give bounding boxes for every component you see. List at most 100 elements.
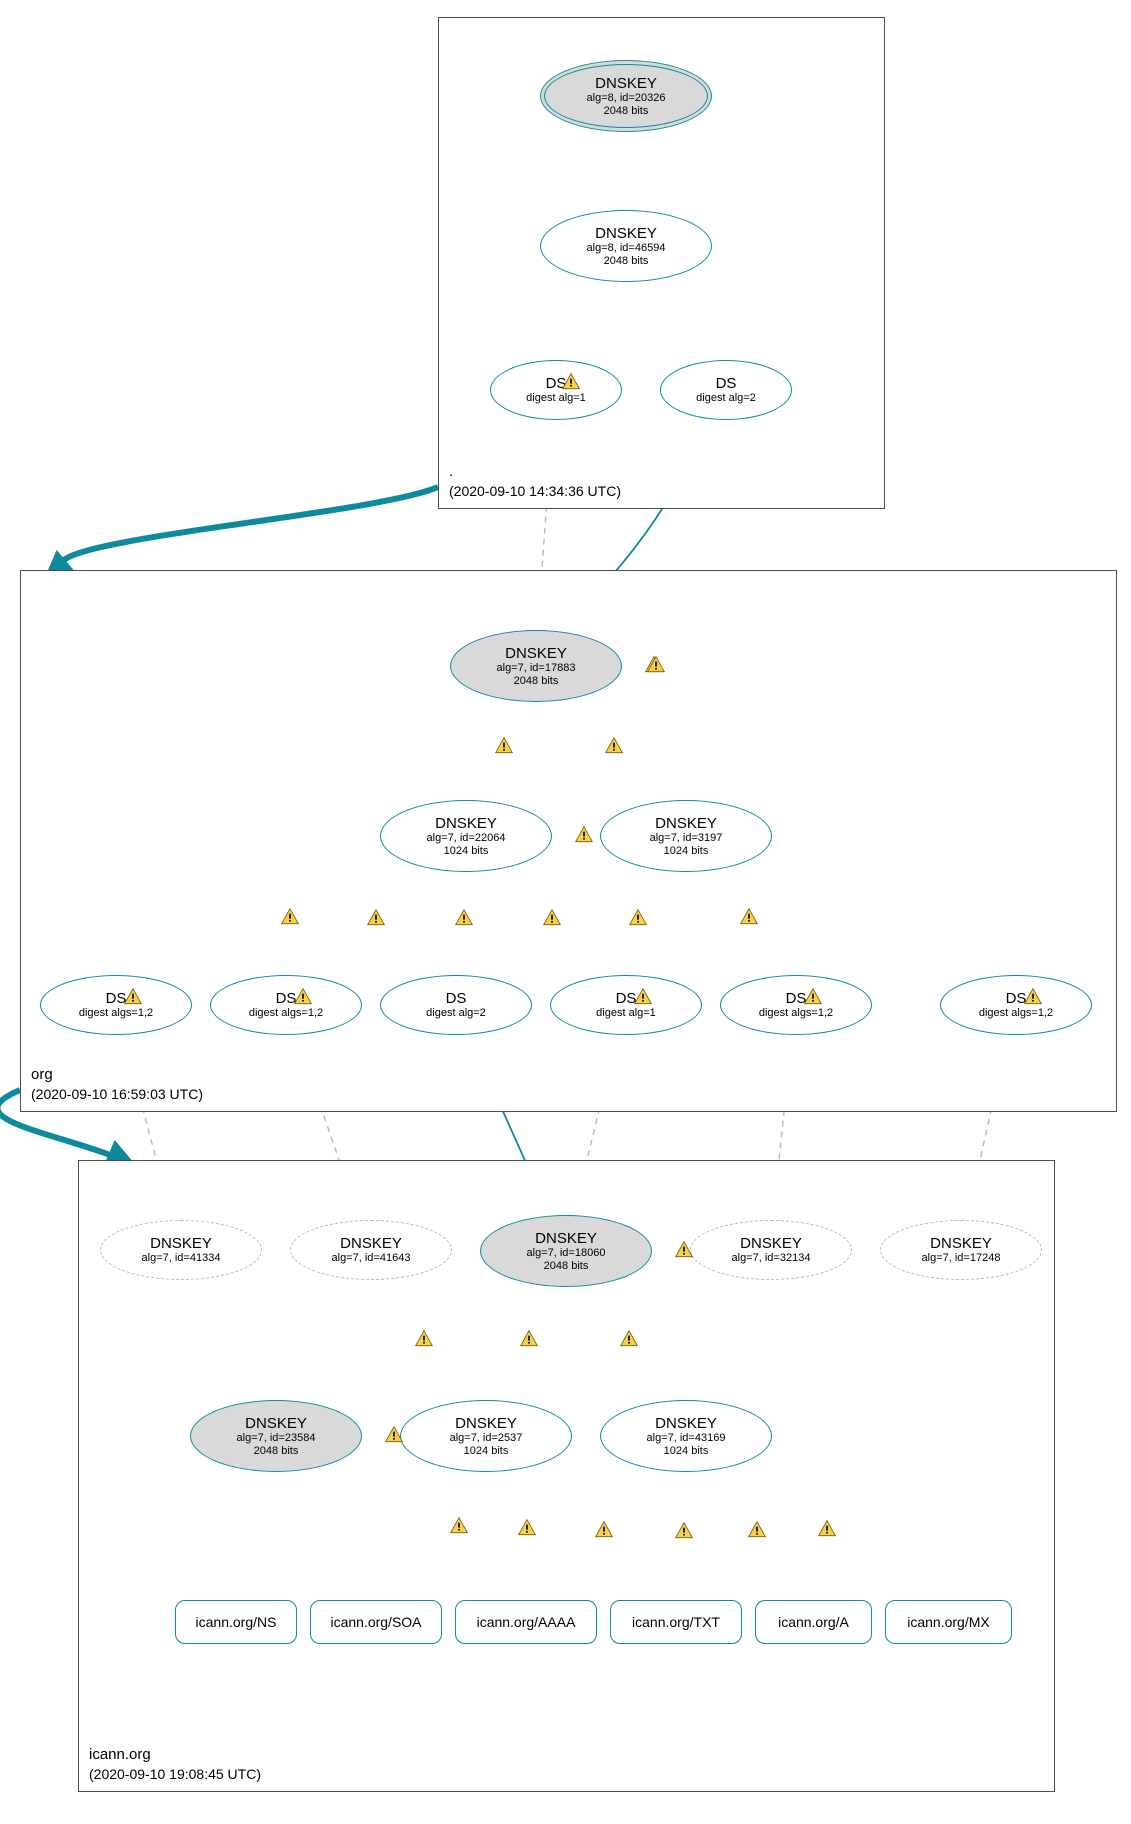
node-text: DNSKEY — [435, 815, 497, 832]
zone-name: . — [449, 462, 621, 482]
record-r2: icann.org/SOA — [310, 1600, 442, 1644]
warning-icon — [494, 736, 514, 756]
node-text: digest algs=1,2 — [979, 1007, 1053, 1020]
warning-icon — [542, 908, 562, 928]
node-ods1: DSdigest algs=1,2 — [40, 975, 192, 1035]
warning-icon — [561, 372, 581, 392]
node-ods2: DSdigest algs=1,2 — [210, 975, 362, 1035]
node-text: alg=7, id=17248 — [922, 1252, 1001, 1265]
warning-icon — [293, 987, 313, 1007]
node-text: DNSKEY — [930, 1235, 992, 1252]
node-ok3: DNSKEYalg=7, id=31971024 bits — [600, 800, 772, 872]
node-text: 1024 bits — [664, 845, 709, 858]
warning-icon — [646, 655, 666, 675]
zone-timestamp: (2020-09-10 14:34:36 UTC) — [449, 482, 621, 500]
node-ik0d: DNSKEYalg=7, id=17248 — [880, 1220, 1042, 1280]
node-text: 1024 bits — [664, 1445, 709, 1458]
node-text: alg=8, id=20326 — [587, 92, 666, 105]
warning-icon — [384, 1425, 404, 1445]
zone-name: icann.org — [89, 1745, 261, 1765]
node-text: alg=8, id=46594 — [587, 242, 666, 255]
node-text: digest alg=1 — [526, 392, 586, 405]
warning-icon — [454, 908, 474, 928]
node-text: DNSKEY — [505, 645, 567, 662]
node-text: digest algs=1,2 — [79, 1007, 153, 1020]
warning-icon — [674, 1521, 694, 1541]
record-r5: icann.org/A — [755, 1600, 872, 1644]
node-text: DNSKEY — [740, 1235, 802, 1252]
node-text: digest alg=1 — [596, 1007, 656, 1020]
warning-icon — [803, 987, 823, 1007]
warning-icon — [123, 987, 143, 1007]
warning-icon — [619, 1329, 639, 1349]
node-ok1: DNSKEYalg=7, id=178832048 bits — [450, 630, 622, 702]
warning-icon — [1023, 987, 1043, 1007]
node-ik4: DNSKEYalg=7, id=431691024 bits — [600, 1400, 772, 1472]
node-text: DNSKEY — [455, 1415, 517, 1432]
node-ik0a: DNSKEYalg=7, id=41334 — [100, 1220, 262, 1280]
node-rk2: DNSKEYalg=8, id=465942048 bits — [540, 210, 712, 282]
node-ods6: DSdigest algs=1,2 — [940, 975, 1092, 1035]
node-text: DNSKEY — [150, 1235, 212, 1252]
node-text: DNSKEY — [595, 225, 657, 242]
node-text: DNSKEY — [655, 815, 717, 832]
node-text: digest alg=2 — [426, 1007, 486, 1020]
zone-label: icann.org(2020-09-10 19:08:45 UTC) — [89, 1745, 261, 1783]
node-text: DNSKEY — [535, 1230, 597, 1247]
node-ik0c: DNSKEYalg=7, id=32134 — [690, 1220, 852, 1280]
zone-timestamp: (2020-09-10 16:59:03 UTC) — [31, 1085, 203, 1103]
warning-icon — [628, 908, 648, 928]
node-text: digest alg=2 — [696, 392, 756, 405]
node-rds2: DSdigest alg=2 — [660, 360, 792, 420]
zone-timestamp: (2020-09-10 19:08:45 UTC) — [89, 1765, 261, 1783]
node-text: 2048 bits — [514, 675, 559, 688]
node-ik2: DNSKEYalg=7, id=235842048 bits — [190, 1400, 362, 1472]
node-rds1: DSdigest alg=1 — [490, 360, 622, 420]
node-text: alg=7, id=3197 — [650, 832, 723, 845]
zone-name: org — [31, 1065, 203, 1085]
zone-label: org(2020-09-10 16:59:03 UTC) — [31, 1065, 203, 1103]
node-text: alg=7, id=2537 — [450, 1432, 523, 1445]
node-text: DNSKEY — [595, 75, 657, 92]
node-text: alg=7, id=41334 — [142, 1252, 221, 1265]
warning-icon — [817, 1519, 837, 1539]
node-text: alg=7, id=17883 — [497, 662, 576, 675]
node-text: alg=7, id=41643 — [332, 1252, 411, 1265]
warning-icon — [414, 1329, 434, 1349]
warning-icon — [747, 1520, 767, 1540]
zone-label: .(2020-09-10 14:34:36 UTC) — [449, 462, 621, 500]
record-r1: icann.org/NS — [175, 1600, 297, 1644]
node-ods3: DSdigest alg=2 — [380, 975, 532, 1035]
node-text: 1024 bits — [464, 1445, 509, 1458]
node-text: 1024 bits — [444, 845, 489, 858]
warning-icon — [574, 825, 594, 845]
warning-icon — [739, 907, 759, 927]
warning-icon — [674, 1240, 694, 1260]
warning-icon — [517, 1518, 537, 1538]
node-text: 2048 bits — [604, 255, 649, 268]
node-ods5: DSdigest algs=1,2 — [720, 975, 872, 1035]
node-ik1: DNSKEYalg=7, id=180602048 bits — [480, 1215, 652, 1287]
zone-connector — [61, 487, 438, 572]
node-text: DNSKEY — [340, 1235, 402, 1252]
warning-icon — [449, 1516, 469, 1536]
warning-icon — [366, 908, 386, 928]
warning-icon — [604, 736, 624, 756]
warning-icon — [633, 987, 653, 1007]
node-text: digest algs=1,2 — [759, 1007, 833, 1020]
node-text: DS — [716, 375, 737, 392]
node-ik0b: DNSKEYalg=7, id=41643 — [290, 1220, 452, 1280]
node-ods4: DSdigest alg=1 — [550, 975, 702, 1035]
record-r6: icann.org/MX — [885, 1600, 1012, 1644]
warning-icon — [280, 907, 300, 927]
node-text: DNSKEY — [245, 1415, 307, 1432]
node-text: 2048 bits — [604, 105, 649, 118]
node-text: 2048 bits — [544, 1260, 589, 1273]
warning-icon — [594, 1520, 614, 1540]
node-text: alg=7, id=22064 — [427, 832, 506, 845]
node-text: alg=7, id=18060 — [527, 1247, 606, 1260]
record-r4: icann.org/TXT — [610, 1600, 742, 1644]
node-text: alg=7, id=43169 — [647, 1432, 726, 1445]
node-ok2: DNSKEYalg=7, id=220641024 bits — [380, 800, 552, 872]
node-text: digest algs=1,2 — [249, 1007, 323, 1020]
